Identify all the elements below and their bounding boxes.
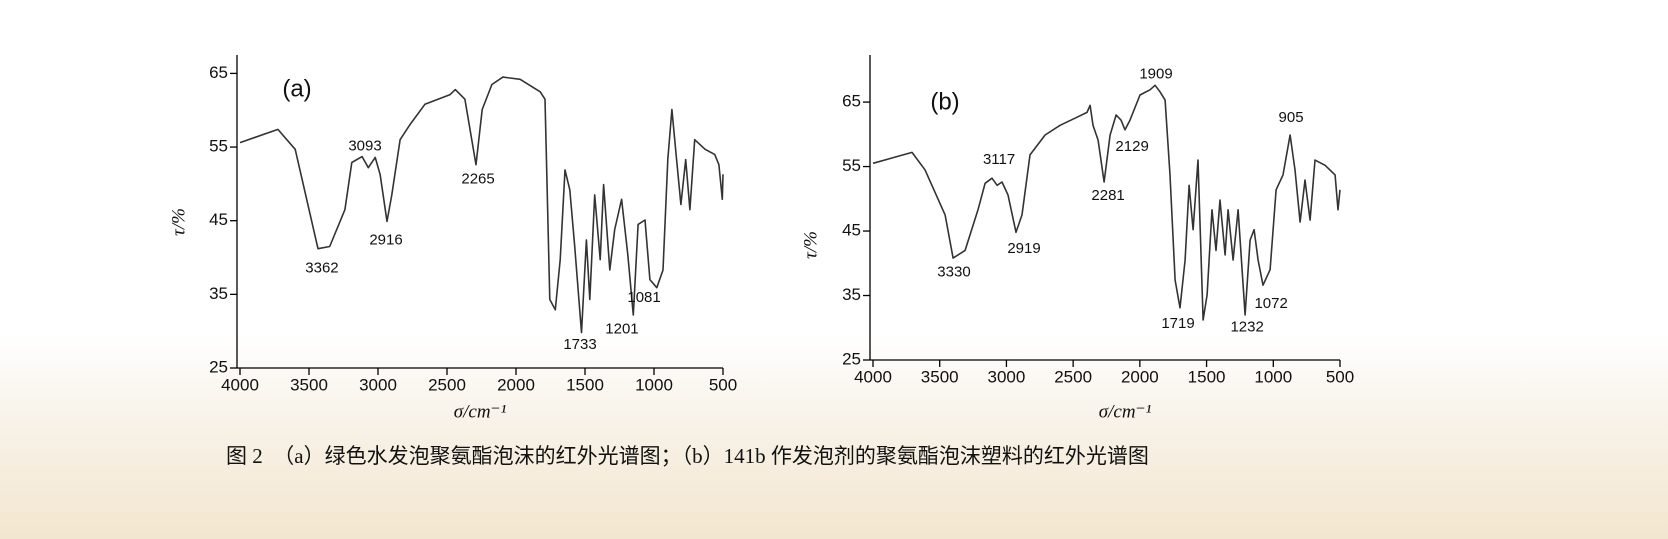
y-tick-label: 65 [842, 92, 861, 111]
x-tick-label: 1500 [566, 375, 604, 394]
x-tick-label: 1500 [1188, 367, 1226, 386]
x-tick-label: 2500 [428, 375, 466, 394]
x-axis-label: σ/cm⁻¹ [454, 401, 507, 422]
y-tick-label: 55 [209, 137, 228, 156]
peak-label: 1072 [1254, 295, 1287, 312]
x-tick-label: 3000 [988, 367, 1026, 386]
peak-label: 3362 [305, 260, 338, 277]
spectrum-line [239, 76, 724, 334]
caption: 图 2 （a）绿色水发泡聚氨酯泡沫的红外光谱图；（b）141b 作发泡剂的聚氨酯… [226, 444, 1149, 468]
peak-label: 2919 [1007, 240, 1040, 257]
peak-label: 2265 [461, 170, 494, 187]
y-tick-label: 55 [842, 156, 861, 175]
peak-label: 3093 [348, 137, 381, 154]
y-tick-label: 45 [209, 210, 228, 229]
x-tick-label: 2000 [497, 375, 535, 394]
panel-label: (b) [930, 88, 959, 115]
y-axis-label: τ/% [168, 208, 189, 236]
peak-label: 2281 [1091, 187, 1124, 204]
x-tick-label: 3500 [921, 367, 959, 386]
x-tick-label: 3500 [290, 375, 328, 394]
peak-label: 1733 [563, 336, 596, 353]
y-tick-label: 65 [209, 63, 228, 82]
x-tick-label: 3000 [359, 375, 397, 394]
peak-label: 3330 [937, 263, 970, 280]
peak-label: 2916 [369, 232, 402, 249]
peak-label: 1232 [1230, 319, 1263, 336]
peak-label: 1909 [1139, 65, 1172, 82]
x-tick-label: 500 [1326, 367, 1354, 386]
peak-label: 3117 [983, 151, 1015, 168]
x-axis-label: σ/cm⁻¹ [1099, 401, 1152, 422]
x-tick-label: 500 [709, 375, 737, 394]
y-tick-label: 45 [842, 221, 861, 240]
x-tick-label: 2500 [1054, 367, 1092, 386]
x-tick-label: 1000 [1254, 367, 1292, 386]
x-tick-label: 4000 [221, 375, 259, 394]
x-tick-label: 2000 [1121, 367, 1159, 386]
y-tick-label: 35 [842, 285, 861, 304]
y-tick-label: 25 [209, 357, 228, 376]
peak-label: 1081 [627, 289, 660, 306]
peak-label: 1719 [1161, 315, 1194, 332]
peak-label: 1201 [605, 321, 638, 338]
x-tick-label: 4000 [854, 367, 892, 386]
spectrum-line [872, 84, 1341, 321]
y-tick-label: 35 [209, 284, 228, 303]
y-axis-label: τ/% [800, 231, 821, 259]
peak-label: 2129 [1115, 138, 1148, 155]
x-tick-label: 1000 [635, 375, 673, 394]
panel-label: (a) [282, 75, 311, 102]
y-tick-label: 25 [842, 349, 861, 368]
peak-label: 905 [1279, 109, 1304, 126]
